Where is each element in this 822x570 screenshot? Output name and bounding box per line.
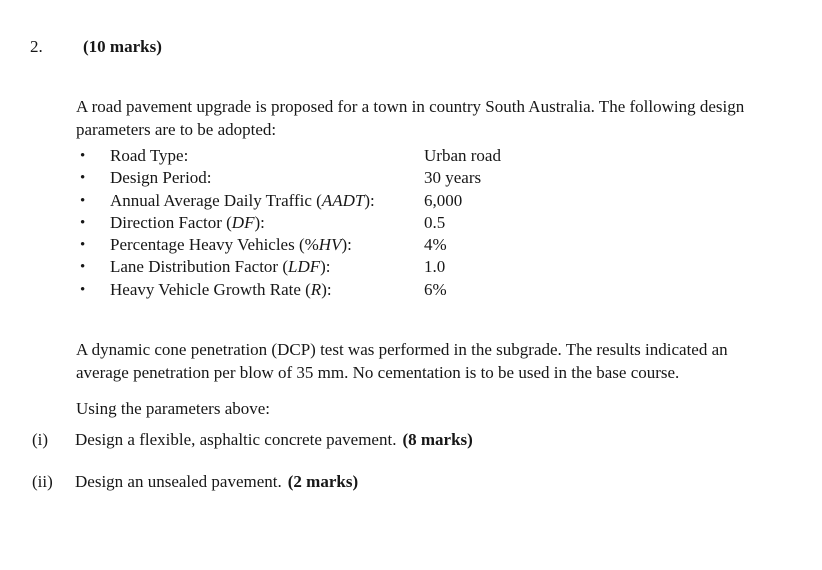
list-item: • Heavy Vehicle Growth Rate (R): 6% [76,279,776,301]
parameter-label-pre: Direction Factor ( [110,212,232,232]
subpart-ii-roman: (ii) [32,472,53,491]
parameter-label-post: ): [254,212,265,232]
parameter-value: 30 years [424,168,482,188]
intro-paragraph: A road pavement upgrade is proposed for … [76,97,745,139]
parameter-list: • Road Type: Urban road • Design Period:… [76,145,776,301]
parameter-label-pre: Annual Average Daily Traffic ( [110,190,322,210]
bullet-icon: • [80,170,86,187]
subpart-ii-text: Design an unsealed pavement. [75,472,282,491]
parameter-label-pre: Design Period: [110,168,212,188]
parameter-abbr: AADT [321,190,365,210]
subpart-ii: (ii) Design an unsealed pavement. (2 marks… [32,471,772,494]
parameter-label: Annual Average Daily Traffic (AADT): [110,190,375,212]
parameter-label: Lane Distribution Factor (LDF): [110,256,331,278]
bullet-icon: • [80,148,86,164]
parameter-value: 1.0 [424,257,446,277]
dcp-paragraph: A dynamic cone penetration (DCP) test wa… [76,340,728,382]
parameter-label: Heavy Vehicle Growth Rate (R): [110,279,332,301]
bullet-icon: • [80,259,86,276]
bullet-icon: • [80,192,86,209]
bullet-icon: • [80,281,86,298]
parameter-value: 0.5 [424,212,446,232]
subpart-i-text: Design a flexible, asphaltic concrete pa… [75,430,397,449]
list-item: • Annual Average Daily Traffic (AADT): 6… [76,190,776,212]
list-item: • Road Type: Urban road [76,145,776,167]
parameter-abbr: LDF [288,257,321,277]
parameter-value: 6,000 [424,190,463,210]
bullet-icon: • [80,214,86,231]
subpart-ii-marks: (2 marks) [287,472,359,491]
parameter-label-pre: Percentage Heavy Vehicles (% [110,235,319,255]
parameter-label: Road Type: [110,145,188,167]
question-number: 2. [30,37,43,56]
parameter-abbr: DF [231,212,255,232]
parameter-value: 4% [424,235,447,255]
parameter-label-pre: Lane Distribution Factor ( [110,257,288,277]
parameter-label-post: ): [320,257,331,277]
question-header: 2. (10 marks) [30,36,790,58]
parameter-value: Urban road [424,146,501,165]
parameter-label: Direction Factor (DF): [110,212,265,234]
subpart-i-marks: (8 marks) [402,430,473,449]
parameter-label: Design Period: [110,167,212,189]
parameter-abbr: HV [318,235,342,255]
list-item: • Direction Factor (DF): 0.5 [76,212,776,234]
question-marks: (10 marks) [83,37,162,56]
using-parameters-paragraph: Using the parameters above: [76,399,271,418]
parameter-label-pre: Road Type: [110,146,189,165]
parameter-value: 6% [424,279,447,299]
list-item: • Percentage Heavy Vehicles (%HV): 4% [76,234,776,256]
parameter-label: Percentage Heavy Vehicles (%HV): [110,234,352,256]
parameter-label-post: ): [364,190,375,210]
parameter-abbr: R [310,279,322,299]
list-item: • Lane Distribution Factor (LDF): 1.0 [76,256,776,278]
parameter-label-post: ): [321,279,332,299]
subpart-i-roman: (i) [32,430,49,449]
bullet-icon: • [80,237,86,254]
list-item: • Design Period: 30 years [76,167,776,189]
subpart-i: (i) Design a flexible, asphaltic concrete… [32,429,772,452]
parameter-label-post: ): [341,235,352,255]
parameter-label-pre: Heavy Vehicle Growth Rate ( [110,279,311,299]
